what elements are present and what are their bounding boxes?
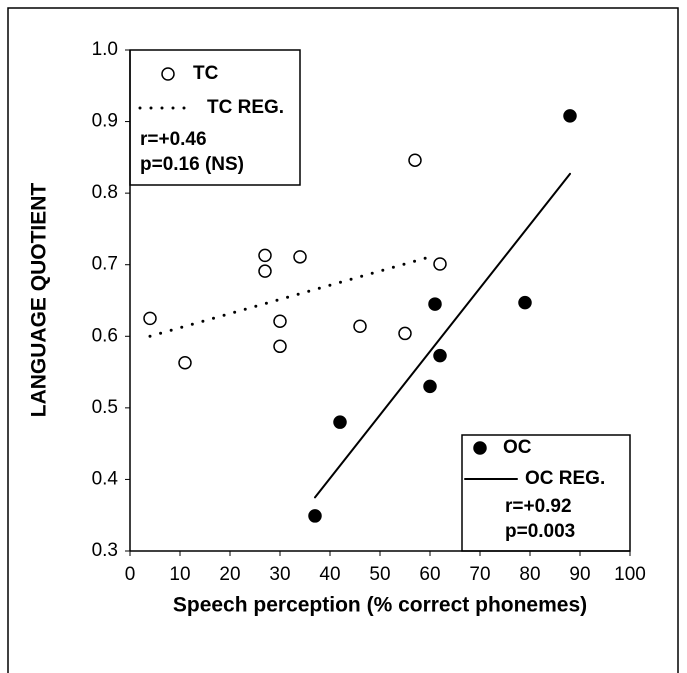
x-tick-label: 60 bbox=[419, 564, 440, 585]
point bbox=[518, 295, 532, 310]
point bbox=[258, 248, 272, 263]
legend-label: TC REG. bbox=[207, 97, 284, 118]
legend-label: OC bbox=[503, 437, 532, 458]
x-tick-label: 20 bbox=[219, 564, 240, 585]
x-tick-label: 0 bbox=[125, 564, 136, 585]
y-tick-label: 0.5 bbox=[92, 397, 118, 418]
x-tick-label: 70 bbox=[469, 564, 490, 585]
point bbox=[408, 153, 422, 167]
legend-swatch bbox=[473, 441, 487, 455]
annotation: p=0.003 bbox=[505, 521, 575, 542]
point bbox=[178, 356, 192, 370]
x-tick-label: 80 bbox=[519, 564, 540, 585]
point bbox=[433, 348, 447, 363]
legend-box bbox=[461, 434, 631, 552]
x-tick-label: 50 bbox=[369, 564, 390, 585]
y-tick-label: 0.8 bbox=[92, 182, 118, 203]
y-tick-label: 0.3 bbox=[92, 540, 118, 561]
regression-line bbox=[148, 253, 437, 338]
x-tick-label: 100 bbox=[614, 564, 646, 585]
point bbox=[398, 326, 412, 341]
legend-label: OC REG. bbox=[525, 468, 605, 489]
legend-swatch bbox=[161, 67, 175, 81]
point bbox=[273, 314, 287, 329]
y-tick-label: 0.7 bbox=[92, 254, 118, 275]
y-tick-label: 0.4 bbox=[92, 468, 119, 489]
legend-label: TC bbox=[193, 63, 219, 84]
annotation: p=0.16 (NS) bbox=[140, 154, 244, 175]
point bbox=[428, 297, 442, 311]
point bbox=[273, 339, 287, 354]
x-tick-label: 30 bbox=[269, 564, 290, 585]
point bbox=[333, 415, 347, 429]
annotation: r=+0.46 bbox=[140, 129, 207, 150]
point bbox=[258, 264, 272, 278]
y-axis-label: LANGUAGE QUOTIENT bbox=[28, 183, 51, 418]
x-tick-label: 40 bbox=[319, 564, 340, 585]
y-tick-label: 1.0 bbox=[92, 39, 118, 60]
x-axis-label: Speech perception (% correct phonemes) bbox=[173, 594, 587, 617]
point bbox=[143, 311, 157, 326]
point bbox=[353, 319, 367, 334]
annotation: r=+0.92 bbox=[505, 496, 572, 517]
x-tick-label: 90 bbox=[569, 564, 590, 585]
point bbox=[308, 509, 322, 523]
y-tick-label: 0.9 bbox=[92, 111, 118, 132]
point bbox=[563, 109, 577, 123]
point bbox=[423, 379, 437, 394]
figure-frame bbox=[7, 7, 679, 673]
x-tick-label: 10 bbox=[169, 564, 190, 585]
point bbox=[433, 257, 447, 271]
y-tick-label: 0.6 bbox=[92, 325, 118, 346]
regression-line bbox=[314, 172, 571, 499]
point bbox=[293, 250, 307, 264]
